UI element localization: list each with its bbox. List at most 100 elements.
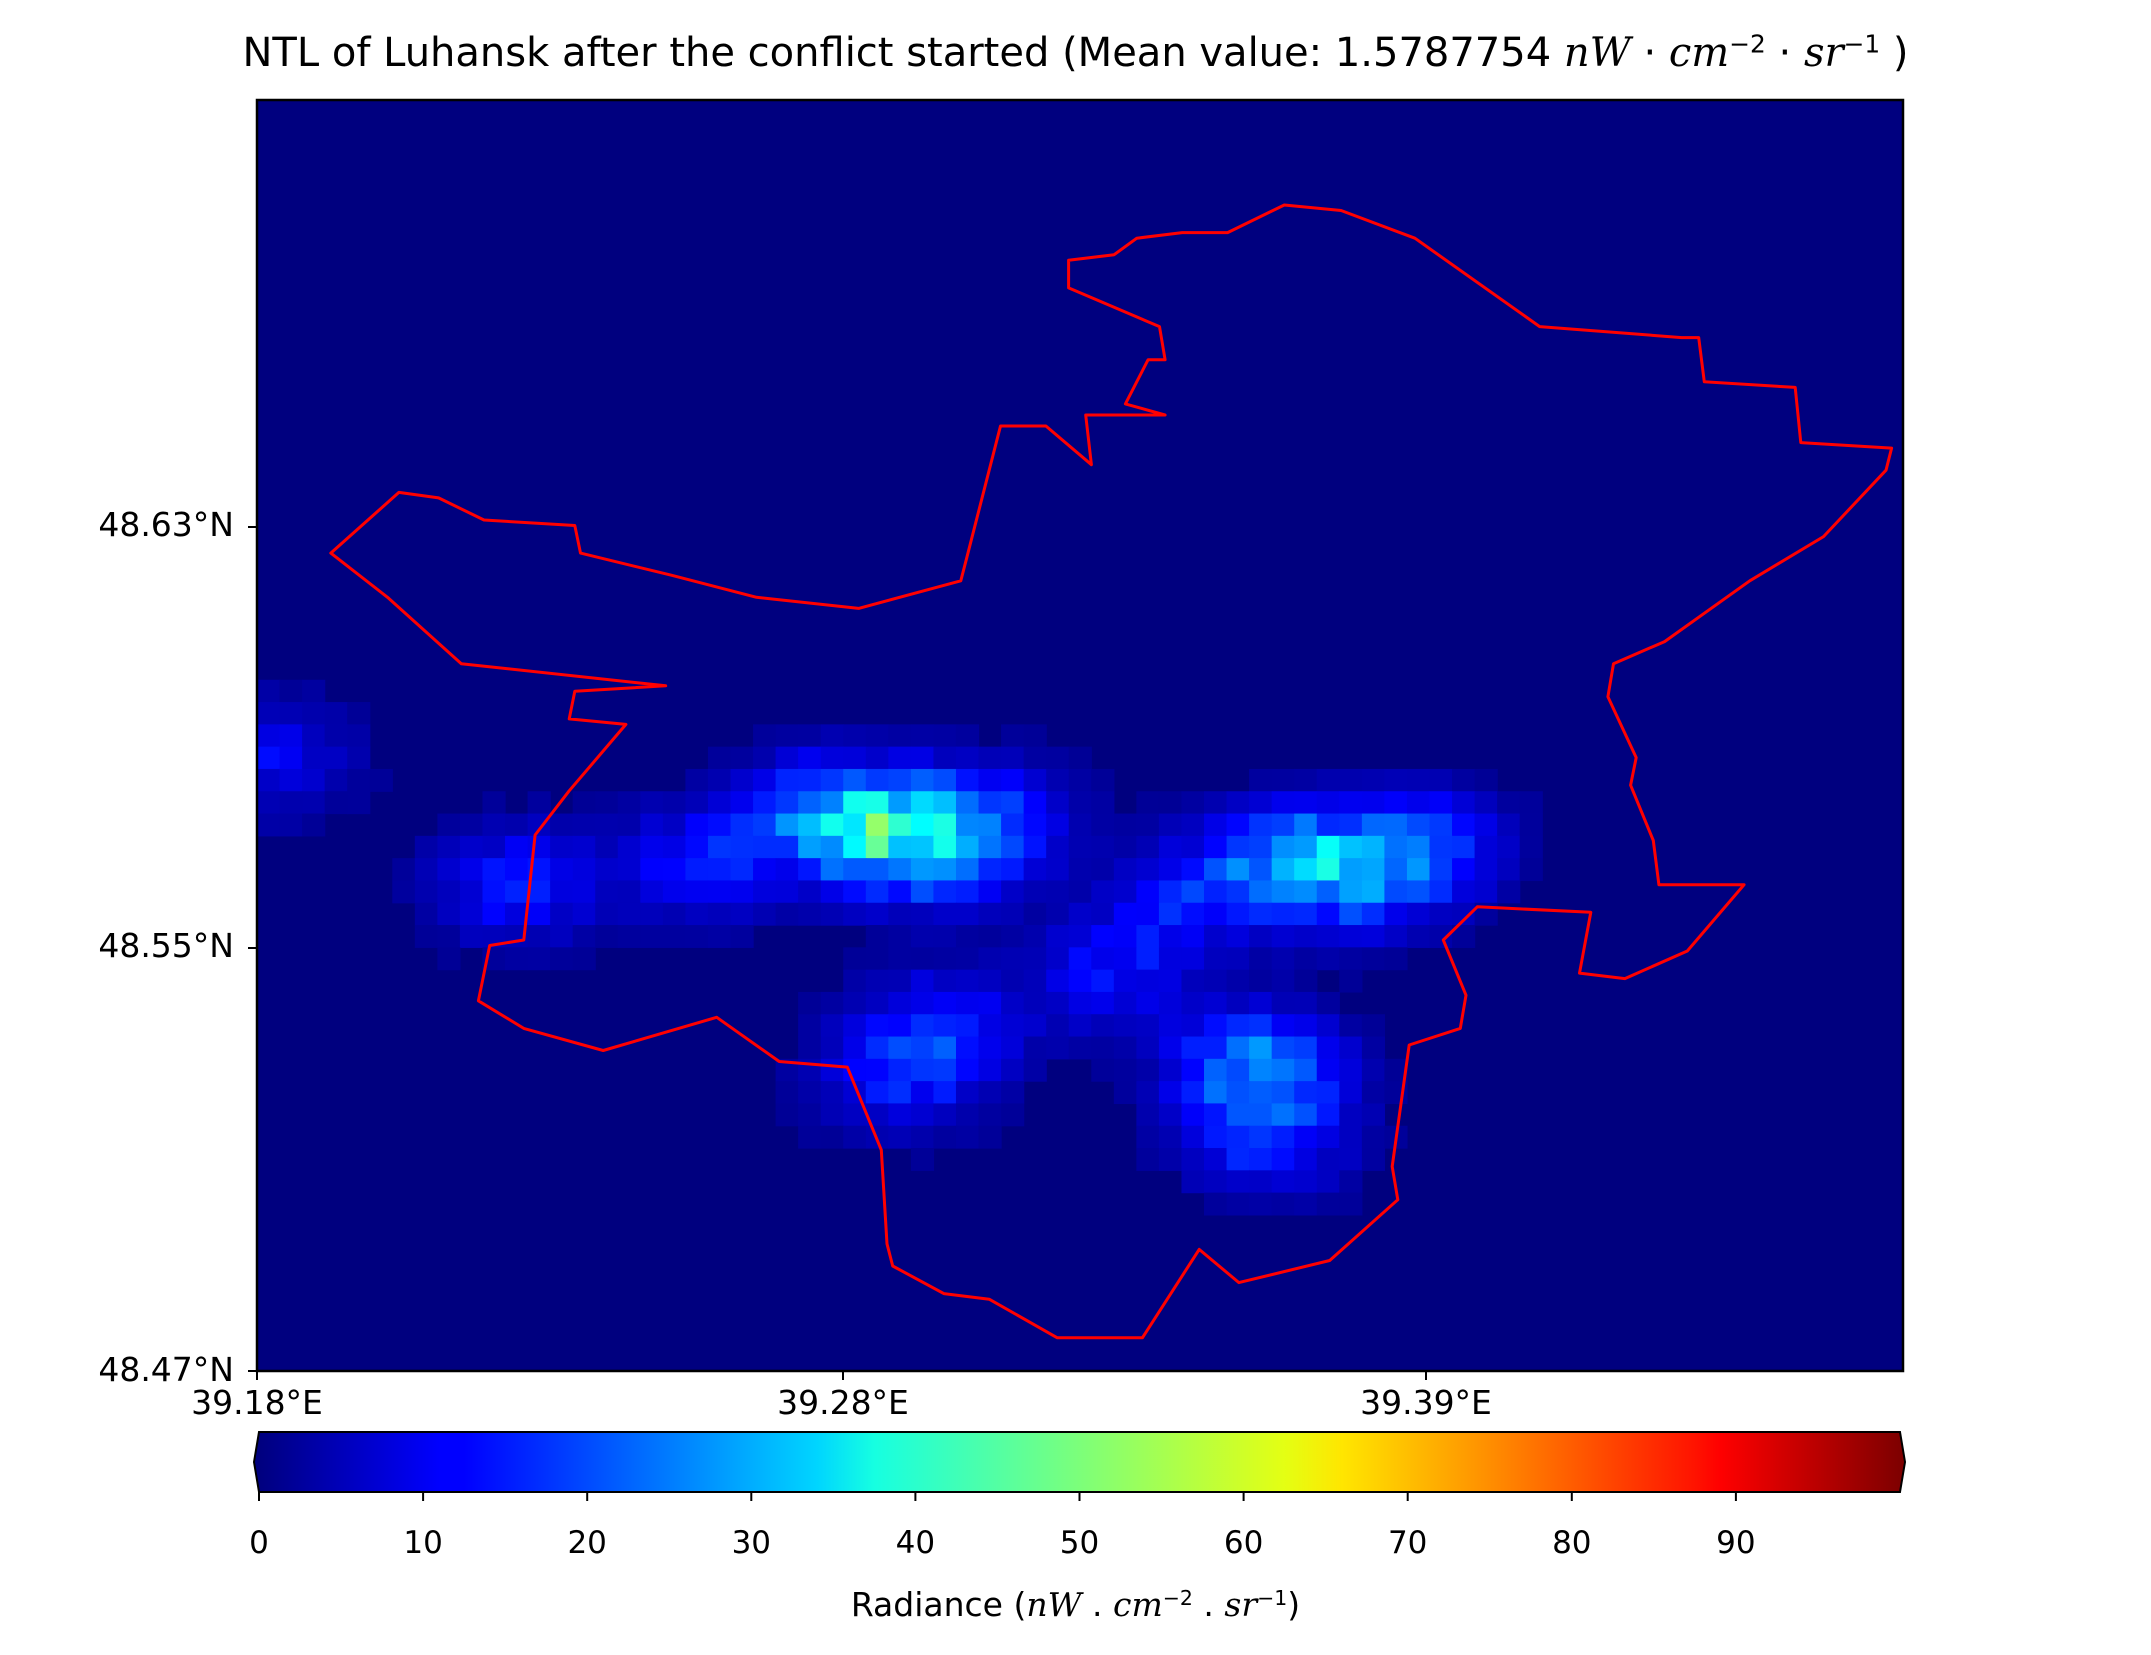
colorbar-gradient — [259, 1432, 1900, 1492]
radiance-pixel — [550, 902, 574, 926]
radiance-pixel — [1001, 746, 1025, 770]
radiance-pixel — [662, 835, 687, 859]
radiance-pixel — [572, 858, 596, 882]
radiance-pixel — [955, 858, 980, 882]
radiance-pixel — [910, 835, 935, 859]
radiance-pixel — [1136, 947, 1160, 971]
radiance-pixel — [1091, 925, 1115, 948]
radiance-pixel — [1249, 902, 1273, 926]
radiance-pixel — [1271, 1103, 1295, 1127]
radiance-pixel — [1249, 925, 1273, 948]
radiance-pixel — [978, 1081, 1002, 1105]
radiance-pixel — [1204, 1014, 1228, 1038]
radiance-pixel — [843, 1058, 867, 1082]
radiance-pixel — [933, 925, 957, 948]
radiance-pixel — [798, 1036, 822, 1060]
radiance-pixel — [1001, 791, 1025, 815]
radiance-pixel — [617, 813, 641, 837]
radiance-pixel — [955, 969, 980, 993]
colorbar-tick-label: 70 — [1387, 1525, 1428, 1561]
radiance-pixel — [888, 813, 912, 837]
radiance-pixel — [1294, 813, 1318, 837]
radiance-pixel — [1091, 991, 1115, 1015]
colorbar-tick-marks — [258, 1492, 1737, 1501]
radiance-pixel — [933, 835, 957, 859]
colorbar-tick-label: 30 — [731, 1525, 772, 1561]
radiance-pixel — [865, 813, 889, 837]
radiance-pixel — [685, 813, 709, 837]
radiance-pixel — [1339, 813, 1363, 837]
radiance-pixel — [1249, 1170, 1273, 1194]
radiance-pixel — [437, 858, 461, 882]
radiance-pixel — [1158, 880, 1183, 904]
radiance-pixel — [1452, 925, 1476, 948]
radiance-pixel — [1384, 813, 1408, 837]
radiance-pixel — [1136, 1148, 1160, 1171]
radiance-pixel — [347, 791, 371, 815]
radiance-pixel — [550, 813, 574, 837]
radiance-pixel — [685, 835, 709, 859]
radiance-pixel — [933, 880, 957, 904]
radiance-pixel — [1339, 768, 1363, 792]
radiance-pixel — [550, 858, 574, 882]
radiance-pixel — [1271, 813, 1295, 837]
radiance-pixel — [843, 947, 867, 971]
radiance-pixel — [775, 813, 799, 837]
radiance-pixel — [572, 925, 596, 948]
radiance-pixel — [459, 925, 484, 948]
radiance-pixel — [1204, 991, 1228, 1015]
radiance-pixel — [1497, 813, 1521, 837]
lon-tick-label: 39.39°E — [1360, 1383, 1492, 1422]
radiance-pixel — [1068, 835, 1092, 859]
radiance-pixel — [324, 791, 348, 815]
radiance-pixel — [933, 858, 957, 882]
radiance-pixel — [302, 724, 326, 748]
radiance-pixel — [1158, 1103, 1183, 1127]
radiance-pixel — [910, 991, 935, 1015]
radiance-pixel — [1158, 835, 1183, 859]
radiance-pixel — [1204, 791, 1228, 815]
radiance-pixel — [437, 902, 461, 926]
radiance-pixel — [1339, 969, 1363, 993]
radiance-pixel — [1023, 969, 1047, 993]
radiance-pixel — [1046, 902, 1070, 926]
radiance-pixel — [843, 880, 867, 904]
radiance-pixel — [1316, 858, 1340, 882]
radiance-pixel — [910, 947, 935, 971]
radiance-pixel — [1046, 947, 1070, 971]
radiance-pixel — [1474, 768, 1498, 792]
radiance-pixel — [1294, 1103, 1318, 1127]
radiance-pixel — [1001, 947, 1025, 971]
radiance-pixel — [1429, 768, 1453, 792]
radiance-pixel — [1046, 1036, 1070, 1060]
radiance-pixel — [978, 880, 1002, 904]
radiance-pixel — [1361, 880, 1385, 904]
radiance-pixel — [978, 925, 1002, 948]
radiance-pixel — [798, 1103, 822, 1127]
radiance-pixel — [1316, 1081, 1340, 1105]
radiance-pixel — [707, 791, 732, 815]
radiance-pixel — [1271, 1058, 1295, 1082]
radiance-pixel — [1113, 813, 1137, 837]
radiance-pixel — [1316, 925, 1340, 948]
radiance-pixel — [820, 991, 844, 1015]
radiance-pixel — [1181, 1036, 1205, 1060]
radiance-pixel — [798, 991, 822, 1015]
radiance-pixel — [753, 835, 777, 859]
radiance-pixel — [482, 902, 506, 926]
radiance-pixel — [1384, 835, 1408, 859]
radiance-pixel — [685, 880, 709, 904]
radiance-pixel — [978, 768, 1002, 792]
radiance-pixel — [888, 902, 912, 926]
radiance-pixel — [1204, 835, 1228, 859]
radiance-pixel — [1316, 902, 1340, 926]
radiance-pixel — [1204, 858, 1228, 882]
radiance-pixel — [1294, 925, 1318, 948]
radiance-pixel — [1046, 925, 1070, 948]
radiance-pixel — [820, 1103, 844, 1127]
radiance-pixel — [1158, 969, 1183, 993]
radiance-pixel — [798, 880, 822, 904]
radiance-pixel — [1226, 880, 1250, 904]
radiance-pixel — [1204, 1170, 1228, 1194]
radiance-pixel — [1429, 858, 1453, 882]
